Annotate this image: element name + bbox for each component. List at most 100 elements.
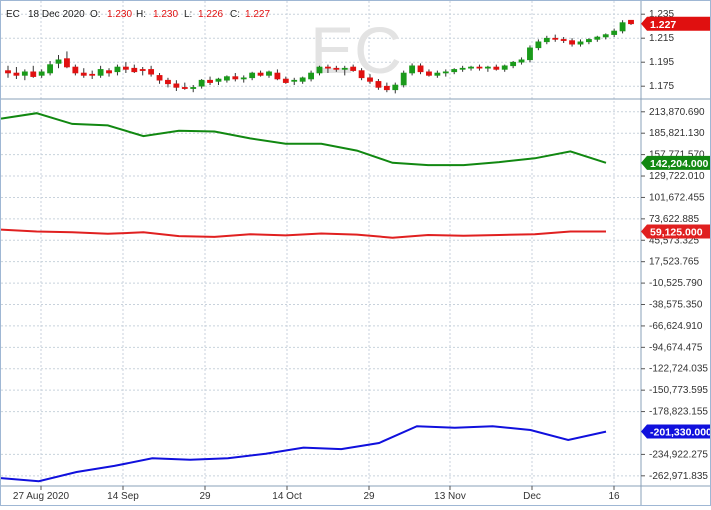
- candle[interactable]: [560, 37, 567, 43]
- candle-body: [484, 66, 491, 69]
- candle[interactable]: [619, 20, 626, 34]
- candle[interactable]: [341, 65, 348, 76]
- candle[interactable]: [484, 65, 491, 72]
- candle[interactable]: [543, 35, 550, 45]
- candle[interactable]: [383, 82, 390, 93]
- candle[interactable]: [628, 19, 634, 25]
- candle-body: [552, 37, 559, 40]
- candle[interactable]: [5, 65, 11, 78]
- candle[interactable]: [266, 70, 272, 78]
- candle[interactable]: [501, 64, 508, 72]
- blue-indicator-line[interactable]: [0, 425, 607, 483]
- candle[interactable]: [131, 64, 138, 73]
- candle[interactable]: [181, 82, 188, 90]
- candle[interactable]: [156, 73, 163, 84]
- candle[interactable]: [594, 35, 601, 42]
- candle[interactable]: [89, 70, 96, 79]
- header-symbol: EC: [6, 9, 20, 20]
- candle[interactable]: [80, 68, 87, 78]
- candle-body: [476, 66, 483, 69]
- candle[interactable]: [122, 62, 129, 73]
- candle[interactable]: [223, 75, 230, 83]
- candle[interactable]: [375, 79, 382, 90]
- candle[interactable]: [602, 33, 609, 40]
- candle[interactable]: [518, 57, 525, 65]
- candle[interactable]: [493, 64, 500, 71]
- candle[interactable]: [240, 75, 247, 83]
- header-close-value: 1.227: [245, 9, 270, 20]
- candle[interactable]: [232, 73, 239, 82]
- candle[interactable]: [434, 70, 441, 78]
- candle[interactable]: [442, 69, 449, 77]
- candle[interactable]: [106, 68, 112, 77]
- candle[interactable]: [585, 38, 592, 45]
- candle-body: [468, 66, 474, 69]
- candle[interactable]: [333, 65, 340, 72]
- candle[interactable]: [114, 64, 121, 76]
- candle-body: [291, 79, 298, 82]
- value-tick-label: -150,773.595: [649, 385, 708, 396]
- candle[interactable]: [97, 65, 104, 78]
- candle[interactable]: [148, 65, 155, 77]
- candle[interactable]: [459, 65, 466, 72]
- candle[interactable]: [476, 64, 483, 71]
- candle[interactable]: [409, 63, 416, 76]
- candle[interactable]: [190, 85, 197, 93]
- candle[interactable]: [47, 61, 54, 76]
- green-indicator-line[interactable]: [0, 112, 607, 167]
- candle[interactable]: [30, 65, 37, 78]
- candle[interactable]: [552, 34, 559, 42]
- candle[interactable]: [165, 77, 171, 88]
- candle-body: [156, 75, 163, 81]
- candle[interactable]: [611, 28, 618, 37]
- candle[interactable]: [569, 38, 575, 47]
- candle[interactable]: [367, 74, 373, 84]
- candle[interactable]: [426, 69, 432, 77]
- candle[interactable]: [527, 45, 533, 63]
- candle[interactable]: [325, 64, 331, 73]
- candle-body: [249, 72, 256, 79]
- candle[interactable]: [316, 65, 323, 76]
- grid-lines: [1, 1, 641, 486]
- red-indicator-line[interactable]: [0, 228, 606, 239]
- candle[interactable]: [535, 39, 542, 51]
- candle-body: [181, 87, 188, 89]
- candle[interactable]: [400, 70, 407, 88]
- candle[interactable]: [451, 68, 458, 75]
- candle[interactable]: [72, 64, 79, 76]
- candle[interactable]: [55, 55, 62, 69]
- candle[interactable]: [173, 80, 180, 91]
- candle-body: [21, 71, 28, 76]
- candle[interactable]: [577, 39, 584, 47]
- candle[interactable]: [249, 71, 256, 81]
- candle-body: [122, 66, 129, 70]
- last-price-label-text: 1.227: [650, 19, 676, 31]
- candle[interactable]: [417, 63, 424, 75]
- candle[interactable]: [13, 67, 20, 79]
- candle[interactable]: [392, 82, 399, 94]
- candle[interactable]: [358, 68, 365, 81]
- blue-last-label-text: -201,330.000: [650, 427, 710, 439]
- candle[interactable]: [299, 76, 306, 84]
- candle-body: [106, 70, 112, 74]
- candle[interactable]: [291, 77, 298, 85]
- candle[interactable]: [510, 61, 517, 69]
- candle[interactable]: [274, 69, 281, 81]
- candle[interactable]: [198, 79, 205, 89]
- candle[interactable]: [350, 64, 357, 72]
- candle[interactable]: [257, 70, 264, 77]
- candle[interactable]: [21, 69, 28, 81]
- candle[interactable]: [207, 76, 213, 85]
- candle[interactable]: [215, 77, 222, 85]
- candle[interactable]: [308, 70, 314, 82]
- candle[interactable]: [38, 69, 45, 78]
- green-last-label-text: 142,204.000: [650, 158, 709, 170]
- candle-body: [510, 61, 517, 67]
- candle[interactable]: [139, 67, 146, 76]
- candle[interactable]: [468, 65, 474, 71]
- candle[interactable]: [282, 76, 289, 84]
- candle-body: [5, 70, 11, 74]
- candle[interactable]: [64, 51, 70, 69]
